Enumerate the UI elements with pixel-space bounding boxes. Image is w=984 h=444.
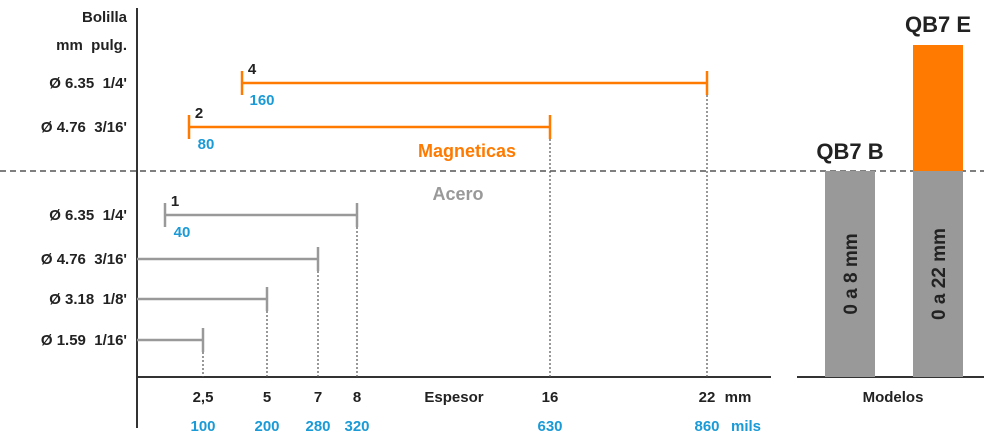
model-name: QB7 E xyxy=(905,12,971,37)
model-magnetic-bar xyxy=(913,45,963,171)
x-tick-mils-label: 630 xyxy=(537,418,562,435)
steel-row-ball-label: Ø 3.18 1/8' xyxy=(49,291,127,308)
model-range-label: 0 a 8 mm xyxy=(841,233,862,314)
x-tick-mils-label: 200 xyxy=(254,418,279,435)
model-column: QB7 E 0 a 22 mm xyxy=(905,12,971,377)
x-tick-mm-label: 8 xyxy=(353,389,361,406)
model-steel-bar xyxy=(913,171,963,377)
steel-row-ball-label: Ø 1.59 1/16' xyxy=(41,332,127,349)
model-name: QB7 B xyxy=(816,139,883,164)
x-tick-mils-label: 320 xyxy=(344,418,369,435)
steel-row-min-mm-label: 1 xyxy=(171,193,179,210)
models-title: Modelos xyxy=(863,389,924,406)
x-axis-title: Espesor xyxy=(424,389,483,406)
x-tick-mm-label: 16 xyxy=(542,389,559,406)
x-tick-mm-label: 22 xyxy=(699,389,716,406)
label-acero: Acero xyxy=(432,184,483,204)
x-axis-mils-unit: mils xyxy=(731,418,761,435)
x-tick-mm-label: 7 xyxy=(314,389,322,406)
models-panel: QB7 B 0 a 8 mm QB7 E 0 a 22 mm xyxy=(816,12,971,377)
x-tick-mils-label: 280 xyxy=(305,418,330,435)
range-bars: Ø 6.35 1/4' 4 160 Ø 4.76 3/16' 2 80 Ø 6.35 1/4… xyxy=(41,61,709,352)
header-units: mm pulg. xyxy=(56,37,127,54)
magnetic-row-min-mils-label: 80 xyxy=(198,136,215,153)
magnetic-row-min-mils-label: 160 xyxy=(249,92,274,109)
magnetic-row-ball-label: Ø 4.76 3/16' xyxy=(41,119,127,136)
x-tick-mils-label: 860 xyxy=(694,418,719,435)
magnetic-row-min-mm-label: 2 xyxy=(195,105,203,122)
magnetic-row-min-mm-label: 4 xyxy=(248,61,257,78)
x-axis-mm-unit: mm xyxy=(725,389,752,406)
tick-guides xyxy=(202,83,708,377)
magnetic-row-ball-label: Ø 6.35 1/4' xyxy=(49,75,127,92)
steel-row-ball-label: Ø 6.35 1/4' xyxy=(49,207,127,224)
x-tick-mm-label: 2,5 xyxy=(193,389,214,406)
steel-row-ball-label: Ø 4.76 3/16' xyxy=(41,251,127,268)
model-column: QB7 B 0 a 8 mm xyxy=(816,139,884,377)
x-tick-mm-label: 5 xyxy=(263,389,271,406)
x-axis-ticks: 2,5 100 5 200 7 280 8 320 16 630 22 860 xyxy=(190,389,719,435)
model-range-label: 0 a 22 mm xyxy=(929,228,950,320)
x-tick-mils-label: 100 xyxy=(190,418,215,435)
model-steel-bar xyxy=(825,171,875,377)
steel-row-min-mils-label: 40 xyxy=(174,224,191,241)
label-magneticas: Magneticas xyxy=(418,141,516,161)
header-bolilla: Bolilla xyxy=(82,9,128,26)
